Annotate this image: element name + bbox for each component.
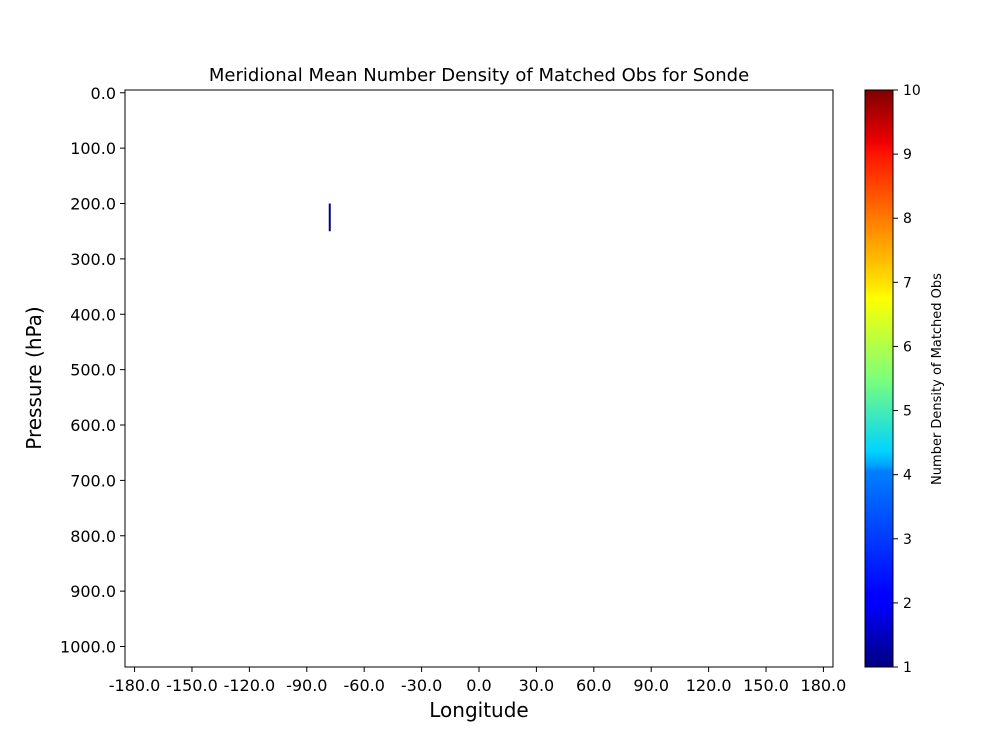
x-tick-label: -120.0 [224, 676, 276, 695]
x-axis-ticks: -180.0 -150.0 -120.0 -90.0 -60.0 -30.0 0.0 30.0… [109, 667, 847, 695]
chart-title: Meridional Mean Number Density of Matche… [209, 65, 749, 86]
x-tick-label: 60.0 [576, 676, 612, 695]
y-axis-label: Pressure (hPa) [22, 306, 46, 449]
colorbar-tick-label: 4 [903, 468, 912, 484]
x-tick-label: -180.0 [109, 676, 161, 695]
y-tick-label: 400.0 [70, 305, 116, 324]
x-tick-label: 120.0 [686, 676, 732, 695]
y-axis-ticks: 0.0 100.0 200.0 300.0 400.0 500.0 600.0 700.0 80… [60, 84, 125, 657]
colorbar-tick-label: 3 [903, 532, 912, 548]
y-tick-label: 1000.0 [60, 638, 116, 657]
colorbar-tick-label: 6 [903, 339, 912, 355]
x-tick-label: 90.0 [633, 676, 669, 695]
colorbar-tick-label: 5 [903, 404, 912, 420]
colorbar-ticks: 1 2 3 4 5 6 7 8 9 10 [893, 83, 921, 676]
x-tick-label: 30.0 [519, 676, 555, 695]
y-tick-label: 100.0 [70, 139, 116, 158]
colorbar-tick-label: 9 [903, 147, 912, 163]
x-tick-label: -90.0 [286, 676, 327, 695]
x-tick-label: -30.0 [401, 676, 442, 695]
x-tick-label: 0.0 [466, 676, 491, 695]
y-tick-label: 700.0 [70, 471, 116, 490]
colorbar-tick-label: 1 [903, 660, 912, 676]
x-tick-label: -150.0 [166, 676, 218, 695]
colorbar [864, 89, 894, 668]
colorbar-tick-label: 8 [903, 211, 912, 227]
heatmap-cell [328, 203, 331, 232]
y-tick-label: 0.0 [91, 84, 116, 103]
y-tick-label: 900.0 [70, 582, 116, 601]
x-axis-label: Longitude [429, 698, 528, 722]
y-tick-label: 800.0 [70, 527, 116, 546]
plot-area [125, 90, 833, 667]
y-tick-label: 300.0 [70, 250, 116, 269]
colorbar-tick-label: 7 [903, 275, 912, 291]
x-tick-label: 180.0 [801, 676, 847, 695]
heatmap-cells [328, 203, 331, 232]
colorbar-label: Number Density of Matched Obs [930, 273, 945, 485]
colorbar-tick-label: 2 [903, 596, 912, 612]
y-tick-label: 200.0 [70, 195, 116, 214]
x-tick-label: -60.0 [343, 676, 384, 695]
y-tick-label: 600.0 [70, 416, 116, 435]
colorbar-tick-label: 10 [903, 83, 921, 99]
y-tick-label: 500.0 [70, 361, 116, 380]
x-tick-label: 150.0 [743, 676, 789, 695]
